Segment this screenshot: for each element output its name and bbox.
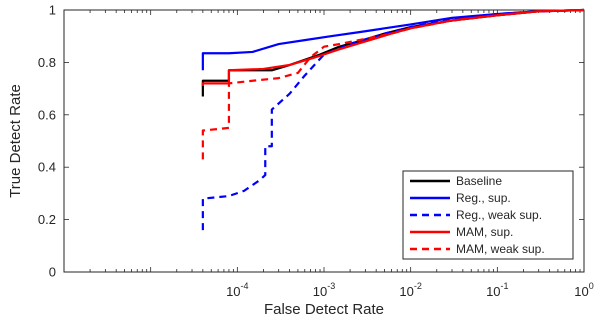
- series-line-5: [201, 8, 585, 160]
- x-tick-label: 10-3: [313, 281, 335, 299]
- x-tick-label: 10-2: [399, 281, 421, 299]
- series-lines: [201, 8, 585, 231]
- legend-box: [402, 170, 574, 260]
- series-line-3: [201, 8, 585, 231]
- y-tick-label: 0: [49, 265, 56, 280]
- legend-label: MAM, weak sup.: [456, 242, 545, 256]
- y-tick-labels: 0 0.2 0.4 0.6 0.8 1: [38, 3, 56, 280]
- y-tick-label: 0.8: [38, 55, 56, 70]
- y-axis-label: True Detect Rate: [7, 84, 24, 198]
- axis-ticks: [63, 9, 584, 273]
- legend-label: MAM, sup.: [456, 225, 513, 239]
- series-line-2: [201, 8, 585, 71]
- legend-label: Baseline: [456, 174, 502, 188]
- x-tick-label: 100: [574, 281, 593, 299]
- x-tick-label: 10-4: [226, 281, 248, 299]
- x-axis-label: False Detect Rate: [264, 301, 384, 318]
- y-tick-label: 0.4: [38, 160, 56, 175]
- legend: Baseline Reg., sup. Reg., weak sup. MAM, su…: [402, 170, 574, 260]
- legend-label: Reg., weak sup.: [456, 208, 542, 222]
- y-tick-label: 0.6: [38, 107, 56, 122]
- legend-label: Reg., sup.: [456, 191, 511, 205]
- x-tick-label: 10-1: [486, 281, 508, 299]
- y-tick-label: 0.2: [38, 212, 56, 227]
- x-tick-labels: 10-4 10-3 10-2 10-1 100: [226, 281, 594, 299]
- series-line-4: [201, 8, 585, 86]
- y-tick-label: 1: [49, 3, 56, 18]
